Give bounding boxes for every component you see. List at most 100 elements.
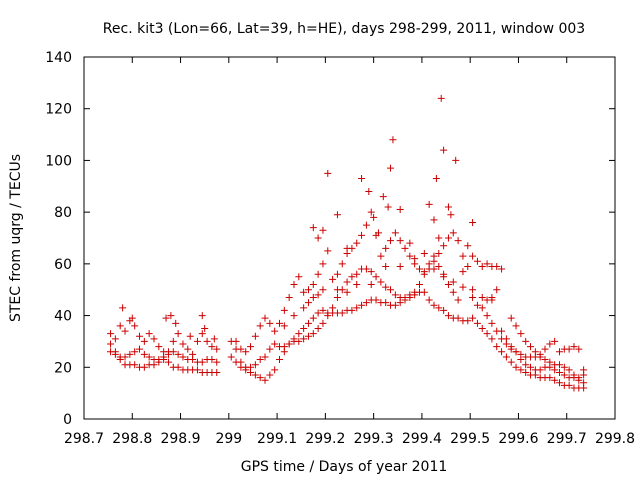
data-point bbox=[309, 314, 317, 322]
x-tick-label: 299.1 bbox=[257, 431, 297, 447]
x-tick-label: 299.7 bbox=[547, 431, 587, 447]
data-point bbox=[309, 330, 317, 338]
data-point bbox=[555, 368, 563, 376]
data-point bbox=[420, 268, 428, 276]
data-point bbox=[140, 363, 148, 371]
data-point bbox=[329, 304, 337, 312]
data-point bbox=[353, 239, 361, 247]
data-point bbox=[507, 314, 515, 322]
data-point bbox=[430, 257, 438, 265]
data-point bbox=[522, 361, 530, 369]
data-point bbox=[469, 314, 477, 322]
x-tick-label: 299.3 bbox=[354, 431, 394, 447]
data-point bbox=[131, 361, 139, 369]
data-point bbox=[324, 247, 332, 255]
data-point bbox=[213, 345, 221, 353]
data-point bbox=[353, 304, 361, 312]
data-point bbox=[406, 239, 414, 247]
data-point bbox=[319, 319, 327, 327]
data-point bbox=[314, 234, 322, 242]
data-point bbox=[358, 231, 366, 239]
data-point bbox=[444, 312, 452, 320]
data-point bbox=[266, 371, 274, 379]
data-point bbox=[382, 244, 390, 252]
data-point bbox=[469, 218, 477, 226]
data-point bbox=[333, 293, 341, 301]
data-point bbox=[208, 343, 216, 351]
data-point bbox=[121, 353, 129, 361]
data-point bbox=[536, 353, 544, 361]
data-point bbox=[319, 260, 327, 268]
data-point bbox=[502, 353, 510, 361]
data-point bbox=[447, 211, 455, 219]
data-point bbox=[444, 234, 452, 242]
data-point bbox=[251, 332, 259, 340]
data-point bbox=[473, 301, 481, 309]
data-point bbox=[389, 136, 397, 144]
data-point bbox=[136, 345, 144, 353]
data-point bbox=[391, 229, 399, 237]
data-point bbox=[126, 350, 134, 358]
data-point bbox=[304, 286, 312, 294]
data-point bbox=[565, 345, 573, 353]
data-point bbox=[483, 312, 491, 320]
data-point bbox=[111, 335, 119, 343]
y-tick-label: 40 bbox=[54, 309, 72, 325]
data-point bbox=[459, 283, 467, 291]
x-tick-label: 299.2 bbox=[305, 431, 345, 447]
data-point bbox=[189, 356, 197, 364]
data-point bbox=[430, 216, 438, 224]
data-point bbox=[406, 291, 414, 299]
data-point bbox=[208, 356, 216, 364]
data-point bbox=[512, 322, 520, 330]
data-point bbox=[266, 345, 274, 353]
data-point bbox=[314, 291, 322, 299]
data-point bbox=[167, 312, 175, 320]
data-point bbox=[374, 229, 382, 237]
data-point bbox=[295, 337, 303, 345]
data-point bbox=[425, 200, 433, 208]
data-point bbox=[333, 211, 341, 219]
data-point bbox=[169, 348, 177, 356]
data-point bbox=[575, 376, 583, 384]
data-point bbox=[507, 343, 515, 351]
x-tick-label: 298.7 bbox=[64, 431, 104, 447]
data-point bbox=[256, 374, 264, 382]
data-point bbox=[261, 314, 269, 322]
data-point bbox=[362, 299, 370, 307]
data-point bbox=[333, 270, 341, 278]
data-point bbox=[452, 156, 460, 164]
data-point bbox=[483, 260, 491, 268]
data-point bbox=[546, 340, 554, 348]
data-point bbox=[367, 281, 375, 289]
data-point bbox=[575, 345, 583, 353]
data-point bbox=[136, 332, 144, 340]
data-point bbox=[437, 94, 445, 102]
data-point bbox=[128, 314, 136, 322]
data-point bbox=[430, 265, 438, 273]
data-point bbox=[425, 296, 433, 304]
data-point bbox=[280, 343, 288, 351]
data-point bbox=[440, 242, 448, 250]
data-point bbox=[415, 281, 423, 289]
data-point bbox=[193, 366, 201, 374]
y-tick-label: 120 bbox=[45, 102, 72, 118]
data-point bbox=[411, 288, 419, 296]
data-point bbox=[420, 250, 428, 258]
data-point bbox=[358, 175, 366, 183]
data-point bbox=[343, 288, 351, 296]
data-point bbox=[560, 371, 568, 379]
data-point bbox=[580, 371, 588, 379]
data-point bbox=[440, 270, 448, 278]
data-point bbox=[387, 286, 395, 294]
data-point bbox=[546, 374, 554, 382]
data-point bbox=[295, 330, 303, 338]
data-point bbox=[449, 278, 457, 286]
data-point bbox=[145, 353, 153, 361]
y-tick-label: 20 bbox=[54, 360, 72, 376]
x-tick-label: 299.8 bbox=[595, 431, 635, 447]
data-point bbox=[493, 286, 501, 294]
data-point bbox=[362, 221, 370, 229]
data-point bbox=[464, 242, 472, 250]
x-tick-label: 299.6 bbox=[498, 431, 538, 447]
